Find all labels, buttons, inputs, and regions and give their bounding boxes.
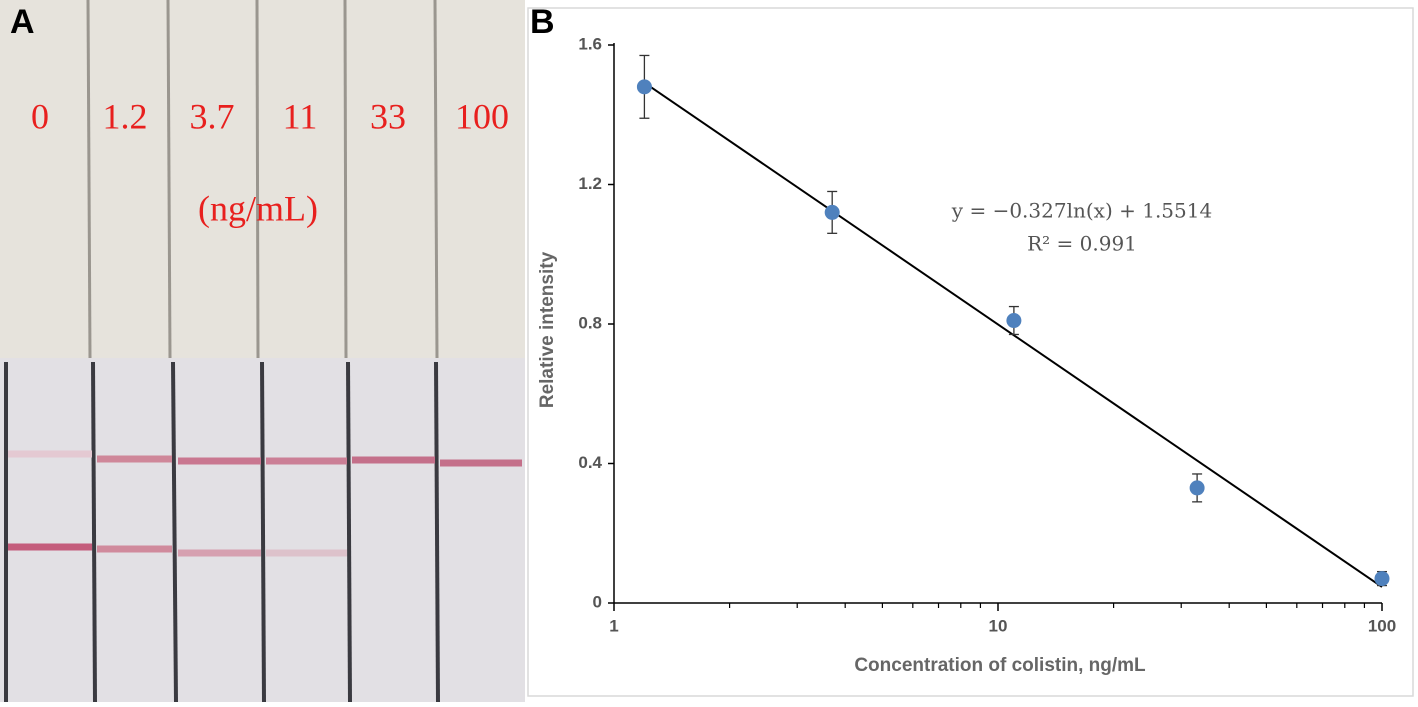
chart-frame bbox=[527, 7, 1414, 697]
x-tick-label: 10 bbox=[989, 616, 1008, 635]
data-point bbox=[824, 204, 840, 220]
y-tick-label: 0.4 bbox=[578, 453, 602, 472]
y-tick-label: 0 bbox=[593, 592, 602, 611]
red-lines bbox=[8, 450, 522, 557]
x-tick-label: 1 bbox=[609, 616, 618, 635]
y-axis-title: Relative intensity bbox=[537, 251, 558, 408]
r-squared: R² = 0.991 bbox=[1027, 232, 1137, 256]
panel-label: B bbox=[530, 3, 555, 41]
panel-label: A bbox=[10, 3, 35, 41]
data-point bbox=[1189, 480, 1205, 496]
unit-label: (ng/mL) bbox=[198, 188, 318, 228]
y-tick-label: 1.6 bbox=[578, 34, 602, 53]
strip-label: 11 bbox=[283, 96, 318, 136]
photo-panel: 0 1.2 3.7 11 33 100 (ng/mL) A bbox=[0, 0, 525, 703]
equation: y = −0.327ln(x) + 1.5514 bbox=[951, 199, 1212, 223]
strip-label: 1.2 bbox=[103, 96, 148, 136]
strip-labels: 0 1.2 3.7 11 33 100 bbox=[31, 96, 509, 136]
strip-label: 3.7 bbox=[190, 96, 235, 136]
strip-label: 33 bbox=[370, 96, 406, 136]
x-axis-title: Concentration of colistin, ng/mL bbox=[854, 655, 1146, 676]
data-point bbox=[636, 79, 652, 95]
strip-label: 100 bbox=[455, 96, 509, 136]
data-point bbox=[1374, 571, 1390, 587]
pad-gaps bbox=[86, 0, 439, 359]
y-tick-label: 0.8 bbox=[578, 313, 602, 332]
paper-pad bbox=[0, 0, 525, 358]
strip-edges bbox=[4, 361, 440, 703]
data-point bbox=[1006, 313, 1022, 329]
x-tick-label: 100 bbox=[1368, 616, 1396, 635]
y-tick-label: 1.2 bbox=[578, 174, 602, 193]
strip-label: 0 bbox=[31, 96, 49, 136]
